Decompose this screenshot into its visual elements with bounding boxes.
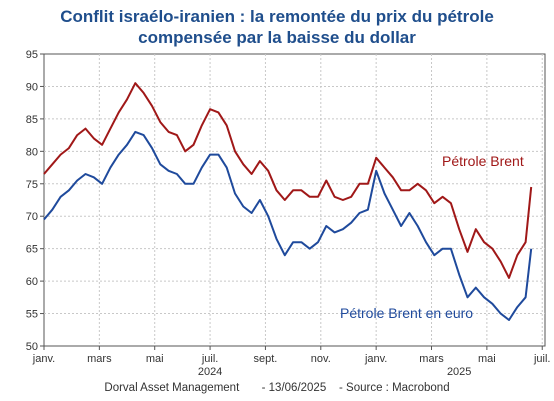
y-tick-label: 55: [26, 309, 38, 321]
source-footer: Dorval Asset Management - 13/06/2025 - S…: [0, 382, 554, 394]
x-tick-label: mars: [87, 353, 112, 365]
footer-source: - Source : Macrobond: [339, 382, 450, 394]
plot-area: [43, 53, 546, 347]
x-tick-label: juil.: [533, 353, 551, 365]
y-tick-label: 75: [26, 179, 38, 191]
y-tick-label: 50: [26, 341, 38, 353]
series-line-1: [43, 82, 533, 279]
series-line-2: [43, 130, 533, 321]
y-tick-label: 95: [26, 49, 38, 61]
y-tick-label: 60: [26, 276, 38, 288]
y-tick-label: 65: [26, 244, 38, 256]
chart-title: Conflit israélo-iranien : la remontée du…: [0, 6, 554, 48]
x-tick-label: mars: [419, 353, 444, 365]
series-label-brent: Pétrole Brent: [442, 153, 524, 169]
line-chart: 50 55 60 65 70 75 80 85 90 95 janv. mars mai juil. sep…: [26, 49, 551, 378]
x-tick-label: mai: [146, 353, 164, 365]
y-tick-label: 70: [26, 211, 38, 223]
x-year-label: 2025: [447, 366, 471, 378]
x-tick-label: sept.: [254, 353, 278, 365]
y-tick-label: 85: [26, 114, 38, 126]
y-tick-label: 90: [26, 81, 38, 93]
footer-author: Dorval Asset Management: [104, 382, 240, 394]
series-label-brent-euro: Pétrole Brent en euro: [340, 305, 473, 321]
chart-title-line-1: Conflit israélo-iranien : la remontée du…: [60, 7, 494, 26]
footer-date: - 13/06/2025: [261, 382, 327, 394]
x-tick-label: nov.: [311, 353, 331, 365]
x-tick-label: juil.: [201, 353, 219, 365]
x-tick-label: janv.: [32, 353, 55, 365]
x-year-label: 2024: [198, 366, 222, 378]
chart-title-line-2: compensée par la baisse du dollar: [138, 28, 416, 47]
x-tick-label: janv.: [364, 353, 387, 365]
y-tick-label: 80: [26, 146, 38, 158]
x-tick-label: mai: [478, 353, 496, 365]
